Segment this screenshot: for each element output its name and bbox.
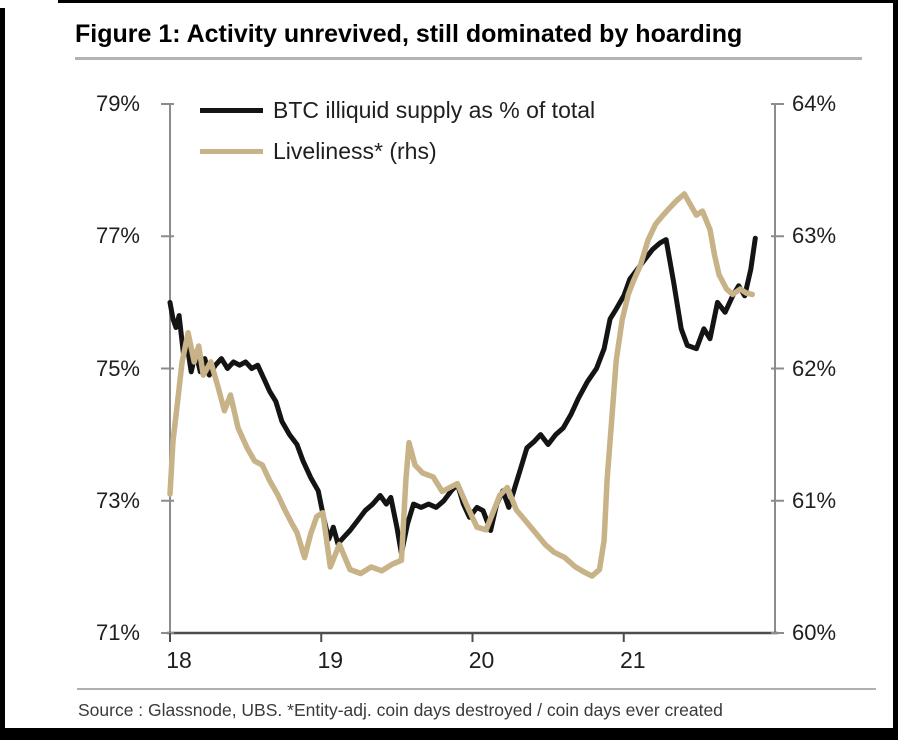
left-axis-tick-label: 77% [95, 223, 140, 249]
series-line-liveliness [167, 191, 756, 579]
frame-right [893, 0, 898, 740]
series-line-btc-illiquid-supply [167, 235, 758, 557]
legend-item-liveliness: Liveliness* (rhs) [200, 131, 595, 172]
figure-title: Figure 1: Activity unrevived, still domi… [75, 20, 743, 48]
right-axis-tick-label: 61% [792, 487, 837, 513]
legend-line-swatch-black [200, 108, 263, 113]
frame-left [0, 8, 5, 740]
legend-label: BTC illiquid supply as % of total [273, 97, 596, 123]
left-axis-tick-label: 71% [95, 620, 140, 645]
frame-bottom [0, 728, 898, 740]
x-axis-tick-label: 18 [166, 647, 192, 673]
left-axis-tick-label: 79% [95, 91, 140, 116]
source-note: Source : Glassnode, UBS. *Entity-adj. co… [78, 700, 723, 720]
x-axis-tick-label: 20 [468, 647, 495, 673]
legend-line-swatch-tan [200, 149, 263, 154]
x-axis-tick-label: 19 [317, 647, 344, 673]
legend-label: Liveliness* (rhs) [273, 138, 437, 164]
right-axis-tick-label: 64% [792, 91, 837, 116]
title-underline [75, 57, 862, 60]
right-axis-tick-label: 60% [792, 620, 837, 645]
left-axis-tick-label: 73% [95, 487, 140, 513]
right-axis-tick-label: 63% [792, 223, 837, 249]
footer-separator [77, 688, 876, 690]
left-axis-tick-label: 75% [95, 355, 140, 381]
legend-item-illiquid-supply: BTC illiquid supply as % of total [200, 90, 595, 131]
chart-legend: BTC illiquid supply as % of total Liveli… [200, 90, 595, 172]
right-axis-tick-label: 62% [792, 355, 837, 381]
x-axis-tick-label: 21 [619, 647, 646, 673]
frame-top [58, 0, 898, 3]
